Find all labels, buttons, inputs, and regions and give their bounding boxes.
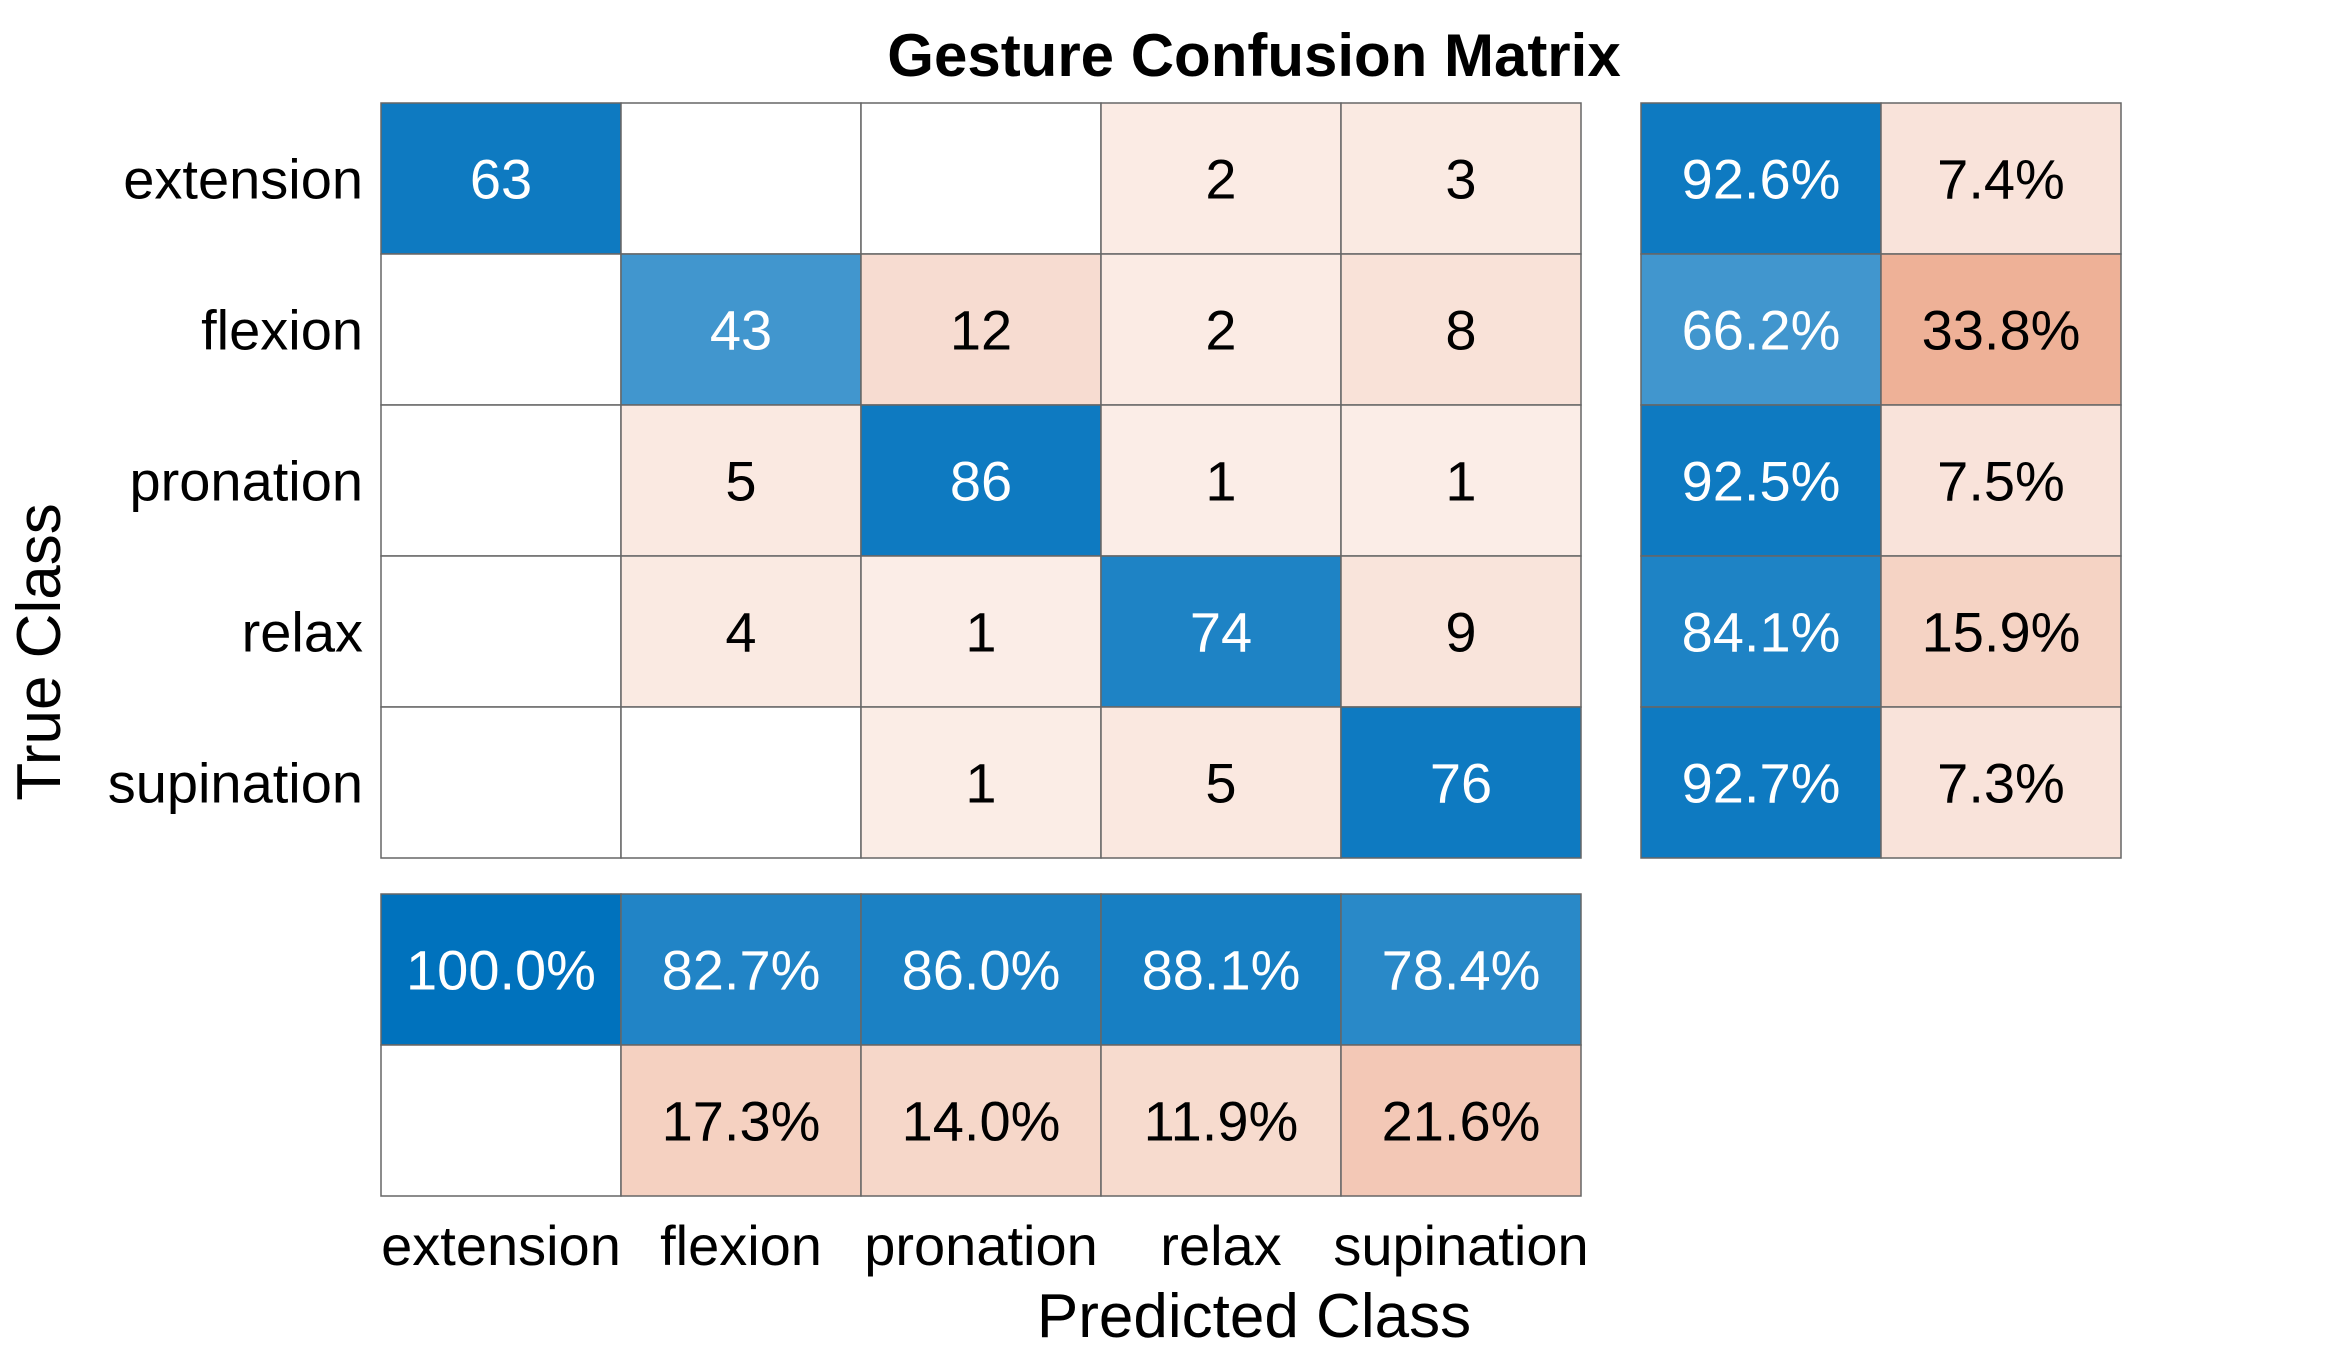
column-summary-incorrect-relax <box>1100 1044 1342 1197</box>
row-summary-incorrect-relax-label: 15.9% <box>1922 601 2081 664</box>
row-summary-correct-flexion-label: 66.2% <box>1682 299 1841 362</box>
matrix-cell-supination-flexion <box>620 706 862 859</box>
chart-title: Gesture Confusion Matrix <box>887 22 1620 89</box>
matrix-cell-relax-flexion-label: 4 <box>725 601 756 664</box>
column-summary-correct-flexion-label: 82.7% <box>662 939 821 1002</box>
x-tick-supination: supination <box>1333 1214 1588 1277</box>
matrix-cell-pronation-supination <box>1340 404 1582 557</box>
y-tick-pronation: pronation <box>129 450 363 513</box>
column-summary-incorrect-supination <box>1340 1044 1582 1197</box>
matrix-cell-relax-relax <box>1100 555 1342 708</box>
row-summary-incorrect-extension-label: 7.4% <box>1937 148 2065 211</box>
matrix-cell-extension-pronation <box>860 102 1102 255</box>
matrix-cell-supination-pronation-label: 1 <box>965 752 996 815</box>
column-summary-correct-supination-label: 78.4% <box>1382 939 1541 1002</box>
column-summary-grid: 100.0% 82.7% 17.3% 86.0% 14.0% 88.1% 11.9% 78.4… <box>380 893 1582 1197</box>
column-summary-incorrect-supination-label: 21.6% <box>1382 1090 1541 1153</box>
matrix-cell-pronation-pronation-label: 86 <box>950 450 1012 513</box>
x-tick-flexion: flexion <box>660 1214 822 1277</box>
matrix-cell-relax-extension <box>380 555 622 708</box>
row-summary-correct-extension <box>1640 102 1882 255</box>
matrix-cell-flexion-extension <box>380 253 622 406</box>
matrix-cell-extension-extension-label: 63 <box>470 148 532 211</box>
row-summary-incorrect-extension <box>1880 102 2122 255</box>
matrix-cell-supination-relax <box>1100 706 1342 859</box>
y-axis-label: True Class <box>5 503 74 800</box>
column-summary-correct-extension-label: 100.0% <box>406 939 596 1002</box>
y-tick-relax: relax <box>242 601 363 664</box>
matrix-cell-flexion-relax <box>1100 253 1342 406</box>
column-summary-incorrect-flexion-label: 17.3% <box>662 1090 821 1153</box>
matrix-cell-extension-supination <box>1340 102 1582 255</box>
x-axis-label: Predicted Class <box>1037 1282 1471 1351</box>
x-tick-relax: relax <box>1160 1214 1281 1277</box>
matrix-cell-extension-relax-label: 2 <box>1205 148 1236 211</box>
matrix-cell-flexion-pronation-label: 12 <box>950 299 1012 362</box>
row-summary-incorrect-pronation-label: 7.5% <box>1937 450 2065 513</box>
matrix-cell-supination-pronation <box>860 706 1102 859</box>
column-summary-incorrect-relax-label: 11.9% <box>1144 1090 1299 1153</box>
row-summary-incorrect-relax <box>1880 555 2122 708</box>
matrix-cell-supination-supination <box>1340 706 1582 859</box>
matrix-cell-pronation-supination-label: 1 <box>1445 450 1476 513</box>
x-tick-labels: extension flexion pronation relax supination <box>381 1214 1589 1277</box>
row-summary-incorrect-pronation <box>1880 404 2122 557</box>
matrix-cell-flexion-relax-label: 2 <box>1205 299 1236 362</box>
column-summary-incorrect-pronation-label: 14.0% <box>902 1090 1061 1153</box>
matrix-cell-pronation-relax <box>1100 404 1342 557</box>
matrix-cell-pronation-flexion-label: 5 <box>725 450 756 513</box>
matrix-cell-flexion-flexion-label: 43 <box>710 299 772 362</box>
matrix-cell-flexion-pronation <box>860 253 1102 406</box>
matrix-cell-supination-supination-label: 76 <box>1430 752 1492 815</box>
column-summary-correct-pronation-label: 86.0% <box>902 939 1061 1002</box>
row-summary-correct-extension-label: 92.6% <box>1682 148 1841 211</box>
x-tick-pronation: pronation <box>864 1214 1098 1277</box>
matrix-cell-relax-pronation-label: 1 <box>965 601 996 664</box>
row-summary-correct-supination <box>1640 706 1882 859</box>
row-summary-correct-relax-label: 84.1% <box>1682 601 1841 664</box>
row-summary-correct-flexion <box>1640 253 1882 406</box>
matrix-cell-extension-supination-label: 3 <box>1445 148 1476 211</box>
column-summary-correct-extension <box>380 893 622 1046</box>
row-summary-grid: 92.6% 7.4% 66.2% 33.8% 92.5% 7.5% 84.1% 15.9% 92… <box>1640 102 2122 859</box>
row-summary-correct-supination-label: 92.7% <box>1682 752 1841 815</box>
row-summary-correct-pronation-label: 92.5% <box>1682 450 1841 513</box>
x-tick-extension: extension <box>381 1214 621 1277</box>
row-summary-correct-relax <box>1640 555 1882 708</box>
y-tick-extension: extension <box>123 148 363 211</box>
row-summary-incorrect-flexion-label: 33.8% <box>1922 299 2081 362</box>
column-summary-incorrect-extension <box>380 1044 622 1197</box>
y-tick-flexion: flexion <box>201 299 363 362</box>
matrix-cell-extension-relax <box>1100 102 1342 255</box>
matrix-cell-supination-relax-label: 5 <box>1205 752 1236 815</box>
matrix-cell-pronation-extension <box>380 404 622 557</box>
row-summary-incorrect-flexion <box>1880 253 2122 406</box>
matrix-cell-flexion-flexion <box>620 253 862 406</box>
matrix-cell-relax-supination <box>1340 555 1582 708</box>
matrix-cell-extension-flexion <box>620 102 862 255</box>
row-summary-correct-pronation <box>1640 404 1882 557</box>
column-summary-correct-relax-label: 88.1% <box>1142 939 1301 1002</box>
matrix-cell-extension-extension <box>380 102 622 255</box>
matrix-cell-relax-pronation <box>860 555 1102 708</box>
row-summary-incorrect-supination-label: 7.3% <box>1937 752 2065 815</box>
matrix-cell-supination-extension <box>380 706 622 859</box>
matrix-cell-pronation-relax-label: 1 <box>1205 450 1236 513</box>
y-tick-labels: extension flexion pronation relax supination <box>108 148 363 815</box>
matrix-cell-relax-flexion <box>620 555 862 708</box>
matrix-cell-flexion-supination-label: 8 <box>1445 299 1476 362</box>
column-summary-incorrect-flexion <box>620 1044 862 1197</box>
column-summary-correct-supination <box>1340 893 1582 1046</box>
matrix-cell-relax-supination-label: 9 <box>1445 601 1476 664</box>
confusion-matrix-grid: 63 2 3 43 12 2 8 5 86 1 1 4 1 74 9 1 5 76 <box>380 102 1582 859</box>
row-summary-incorrect-supination <box>1880 706 2122 859</box>
matrix-cell-pronation-flexion <box>620 404 862 557</box>
matrix-cell-relax-relax-label: 74 <box>1190 601 1252 664</box>
y-tick-supination: supination <box>108 752 363 815</box>
